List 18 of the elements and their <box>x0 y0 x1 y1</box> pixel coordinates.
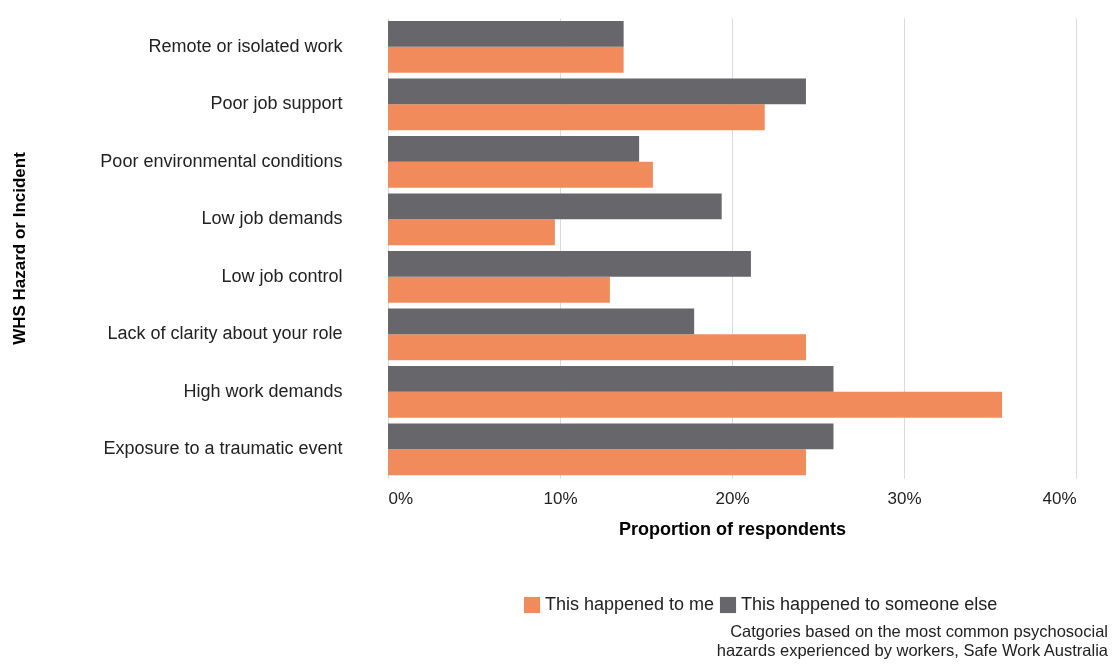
y-tick-label: Low job control <box>221 265 343 286</box>
y-tick-label: Poor environmental conditions <box>100 150 343 171</box>
x-tick-label: 30% <box>887 488 922 508</box>
legend-label: This happened to me <box>545 594 715 614</box>
text: Catgories based on the most common psychosocial hazards experienced by workers, Safe Work Australia <box>716 622 1109 659</box>
y-tick-label: High work demands <box>183 380 343 401</box>
y-tick-label: Poor job support <box>210 93 343 114</box>
x-tick-label: 20% <box>715 488 750 508</box>
x-tick-label: 0% <box>388 488 414 508</box>
x-axis-title: Proportion of respondents <box>619 518 846 539</box>
y-axis-title: WHS Hazard or Incident <box>9 151 29 345</box>
y-tick-label: Exposure to a traumatic event <box>103 438 343 459</box>
x-tick-label: 10% <box>543 488 578 508</box>
x-tick-label: 40% <box>1042 488 1077 508</box>
y-tick-label: Remote or isolated work <box>148 35 344 56</box>
y-tick-label: Low job demands <box>201 208 343 229</box>
legend-label: This happened to someone else <box>741 594 998 614</box>
y-tick-label: Lack of clarity about your role <box>107 323 343 344</box>
